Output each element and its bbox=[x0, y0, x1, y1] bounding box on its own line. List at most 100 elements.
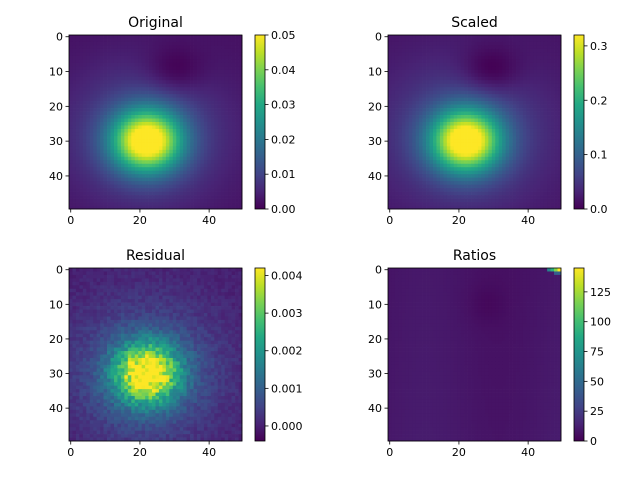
heatmap-cell bbox=[522, 191, 527, 196]
heatmap-cell bbox=[512, 73, 517, 78]
heatmap-cell bbox=[388, 153, 392, 158]
heatmap-cell bbox=[162, 48, 167, 53]
heatmap-cell bbox=[110, 167, 115, 172]
heatmap-cell bbox=[179, 66, 184, 71]
heatmap-cell bbox=[526, 163, 531, 168]
heatmap-cell bbox=[529, 188, 534, 192]
heatmap-cell bbox=[443, 115, 448, 119]
heatmap-cell bbox=[516, 59, 520, 64]
heatmap-cell bbox=[512, 41, 517, 46]
heatmap-cell bbox=[183, 125, 187, 130]
heatmap-cell bbox=[210, 177, 215, 182]
heatmap-cell bbox=[391, 87, 396, 92]
heatmap-cell bbox=[547, 111, 551, 116]
heatmap-cell bbox=[426, 184, 430, 189]
heatmap-cell bbox=[113, 66, 118, 71]
heatmap-cell bbox=[113, 97, 118, 102]
heatmap-cell bbox=[391, 125, 396, 130]
heatmap-cell bbox=[543, 83, 548, 88]
heatmap-cell bbox=[533, 174, 538, 179]
heatmap-cell bbox=[543, 118, 548, 123]
heatmap-cell bbox=[148, 94, 153, 98]
heatmap-cell bbox=[155, 45, 160, 50]
heatmap-cell bbox=[100, 73, 104, 78]
heatmap-cell bbox=[96, 198, 101, 203]
heatmap-cell bbox=[110, 73, 115, 78]
heatmap-cell bbox=[86, 195, 91, 199]
heatmap-cell bbox=[200, 52, 205, 57]
heatmap-cell bbox=[172, 118, 177, 123]
heatmap-cell bbox=[457, 170, 462, 175]
heatmap-cell bbox=[179, 135, 184, 140]
heatmap-cell bbox=[443, 97, 448, 102]
heatmap-cell bbox=[169, 149, 174, 154]
heatmap-cell bbox=[107, 160, 111, 165]
heatmap-cell bbox=[443, 55, 448, 60]
heatmap-cell bbox=[388, 87, 392, 92]
heatmap-cell bbox=[436, 108, 441, 112]
heatmap-cell bbox=[190, 97, 194, 102]
heatmap-cell bbox=[162, 135, 167, 140]
heatmap-cell bbox=[512, 35, 517, 39]
heatmap-cell bbox=[127, 167, 132, 172]
heatmap-cell bbox=[183, 205, 187, 210]
heatmap-cell bbox=[190, 41, 194, 46]
heatmap-cell bbox=[516, 62, 520, 67]
heatmap-cell bbox=[138, 139, 143, 144]
heatmap-cell bbox=[89, 76, 94, 81]
heatmap-cell bbox=[145, 142, 149, 147]
heatmap-cell bbox=[131, 38, 136, 43]
heatmap-cell bbox=[550, 115, 555, 119]
heatmap-cell bbox=[529, 142, 534, 147]
heatmap-cell bbox=[69, 76, 73, 81]
heatmap-cell bbox=[446, 52, 451, 57]
heatmap-cell bbox=[388, 83, 392, 88]
heatmap-cell bbox=[100, 191, 104, 196]
heatmap-cell bbox=[134, 163, 139, 168]
heatmap-cell bbox=[519, 104, 524, 109]
heatmap-cell bbox=[117, 80, 122, 85]
heatmap-cell bbox=[398, 35, 403, 39]
heatmap-cell bbox=[533, 59, 538, 64]
heatmap-cell bbox=[107, 146, 111, 151]
heatmap-cell bbox=[165, 132, 170, 137]
heatmap-cell bbox=[488, 108, 493, 112]
heatmap-cell bbox=[519, 45, 524, 50]
heatmap-cell bbox=[502, 174, 506, 179]
heatmap-cell bbox=[169, 80, 174, 85]
heatmap-cell bbox=[488, 160, 493, 165]
heatmap-cell bbox=[152, 205, 156, 210]
heatmap-cell bbox=[419, 132, 423, 137]
heatmap-cell bbox=[502, 111, 506, 116]
heatmap-cell bbox=[443, 41, 448, 46]
heatmap-cell bbox=[512, 108, 517, 112]
heatmap-cell bbox=[96, 87, 101, 92]
heatmap-cell bbox=[443, 184, 448, 189]
heatmap-cell bbox=[464, 83, 468, 88]
heatmap-cell bbox=[176, 66, 181, 71]
heatmap-cell bbox=[526, 104, 531, 109]
heatmap-cell bbox=[394, 181, 399, 185]
heatmap-cell bbox=[471, 59, 475, 64]
heatmap-cell bbox=[405, 97, 410, 102]
heatmap-cell bbox=[93, 52, 98, 57]
heatmap-cell bbox=[172, 104, 177, 109]
heatmap-cell bbox=[127, 83, 132, 88]
heatmap-cell bbox=[512, 191, 517, 196]
heatmap-cell bbox=[179, 170, 184, 175]
heatmap-cell bbox=[183, 118, 187, 123]
heatmap-cell bbox=[415, 69, 420, 74]
heatmap-cell bbox=[200, 202, 205, 206]
heatmap-cell bbox=[543, 94, 548, 98]
heatmap-cell bbox=[419, 101, 423, 105]
heatmap-cell bbox=[107, 45, 111, 50]
heatmap-cell bbox=[415, 87, 420, 92]
heatmap-cell bbox=[488, 132, 493, 137]
heatmap-cell bbox=[526, 108, 531, 112]
heatmap-cell bbox=[155, 142, 160, 147]
heatmap-cell bbox=[221, 83, 226, 88]
heatmap-cell bbox=[69, 149, 73, 154]
heatmap-cell bbox=[221, 202, 226, 206]
heatmap-cell bbox=[522, 184, 527, 189]
heatmap-cell bbox=[193, 198, 198, 203]
